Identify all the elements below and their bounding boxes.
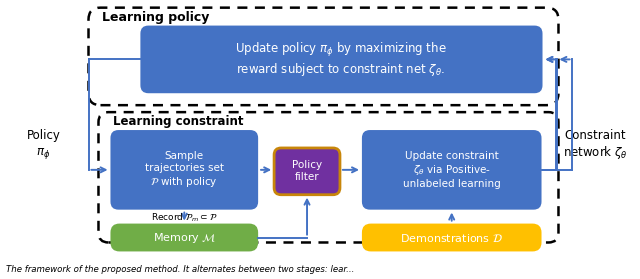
Text: The framework of the proposed method. It alternates between two stages: lear...: The framework of the proposed method. It…: [6, 265, 354, 274]
FancyBboxPatch shape: [362, 130, 541, 210]
FancyBboxPatch shape: [140, 26, 543, 93]
Text: Learning constraint: Learning constraint: [113, 115, 244, 128]
Text: Update policy $\pi_\phi$ by maximizing the
reward subject to constraint net $\ze: Update policy $\pi_\phi$ by maximizing t…: [235, 41, 447, 78]
FancyBboxPatch shape: [99, 112, 559, 242]
FancyBboxPatch shape: [88, 8, 559, 105]
Text: Policy
filter: Policy filter: [292, 160, 322, 182]
FancyBboxPatch shape: [362, 223, 541, 251]
Text: Demonstrations $\mathcal{D}$: Demonstrations $\mathcal{D}$: [400, 232, 503, 244]
FancyBboxPatch shape: [111, 130, 258, 210]
Text: Record $\mathcal{P}_m \subset \mathcal{P}$: Record $\mathcal{P}_m \subset \mathcal{P…: [151, 211, 218, 224]
Text: Sample
trajectories set
$\mathcal{P}$ with policy: Sample trajectories set $\mathcal{P}$ wi…: [145, 151, 224, 189]
Text: Update constraint
$\zeta_\theta$ via Positive-
unlabeled learning: Update constraint $\zeta_\theta$ via Pos…: [403, 151, 500, 189]
FancyBboxPatch shape: [274, 148, 340, 195]
Text: Policy
$\pi_\phi$: Policy $\pi_\phi$: [27, 129, 61, 160]
Text: Constraint
network $\zeta_\theta$: Constraint network $\zeta_\theta$: [563, 129, 628, 161]
Text: Memory $\mathcal{M}$: Memory $\mathcal{M}$: [152, 230, 216, 244]
FancyBboxPatch shape: [111, 223, 258, 251]
Text: Learning policy: Learning policy: [102, 11, 210, 24]
